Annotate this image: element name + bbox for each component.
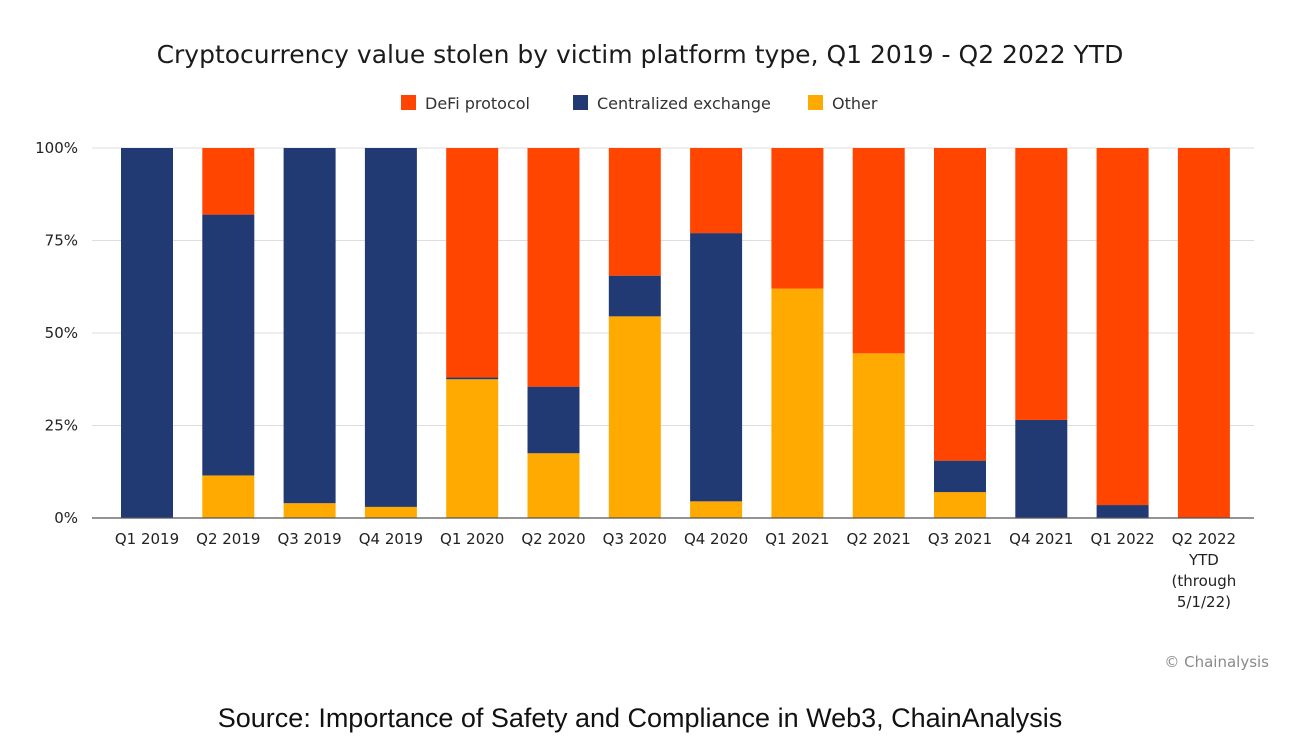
x-tick-label: Q3 2020: [603, 530, 667, 548]
x-tick-label: Q4 2019: [359, 530, 423, 548]
bar-other-9: [852, 353, 905, 518]
gridlines: [92, 147, 1254, 426]
x-tick-label: Q4 2021: [1009, 530, 1073, 548]
x-tick-label: Q2 2021: [847, 530, 911, 548]
bar-defi-protocol-7: [690, 148, 743, 234]
legend-label-centralized-exchange: Centralized exchange: [597, 94, 771, 113]
legend-label-defi-protocol: DeFi protocol: [425, 94, 530, 113]
y-tick-label: 25%: [45, 417, 78, 435]
bar-other-10: [934, 492, 986, 518]
bar-centralized-exchange-10: [934, 460, 986, 493]
x-tick-label: Q1 2020: [440, 530, 504, 548]
y-axis-ticks: 0% 25% 50% 75% 100%: [35, 139, 78, 527]
source-caption: Source: Importance of Safety and Complia…: [218, 703, 1062, 733]
x-tick-label: Q2 2022 YTD (through 5/1/22): [1172, 530, 1237, 611]
legend-swatch-defi-protocol: [401, 95, 416, 110]
x-tick-label: Q3 2019: [277, 530, 341, 548]
legend: DeFi protocol Centralized exchange Other: [401, 94, 878, 113]
bar-defi-protocol-10: [934, 148, 986, 461]
bar-centralized-exchange-3: [364, 148, 417, 507]
bar-centralized-exchange-11: [1015, 419, 1068, 518]
bar-other-6: [608, 316, 661, 518]
bar-defi-protocol-9: [852, 148, 905, 354]
bar-centralized-exchange-6: [608, 275, 661, 317]
bar-other-1: [202, 475, 255, 518]
x-tick-label: Q1 2021: [765, 530, 829, 548]
x-axis-ticks: Q1 2019 Q2 2019 Q3 2019 Q4 2019 Q1 2020 Q2 20…: [115, 530, 1236, 611]
x-tick-label: Q2 2019: [196, 530, 260, 548]
x-tick-label: Q1 2022: [1090, 530, 1154, 548]
bar-centralized-exchange-0: [121, 148, 173, 518]
bar-centralized-exchange-7: [690, 233, 743, 502]
x-tick-label: Q1 2019: [115, 530, 179, 548]
x-tick-label: Q2 2020: [521, 530, 585, 548]
y-tick-label: 0%: [54, 509, 78, 527]
chainalysis-credit: © Chainalysis: [1164, 653, 1269, 671]
legend-swatch-centralized-exchange: [573, 95, 588, 110]
legend-swatch-other: [808, 95, 823, 110]
bar-defi-protocol-8: [771, 148, 824, 289]
y-tick-label: 100%: [35, 139, 78, 157]
bar-centralized-exchange-1: [202, 214, 255, 476]
bar-centralized-exchange-2: [283, 148, 336, 504]
bar-other-4: [446, 379, 499, 518]
legend-label-other: Other: [832, 94, 878, 113]
bar-defi-protocol-6: [608, 148, 661, 276]
bar-defi-protocol-11: [1015, 148, 1068, 420]
bar-other-3: [364, 506, 417, 518]
bar-other-2: [283, 503, 336, 518]
x-tick-label: Q3 2021: [928, 530, 992, 548]
y-tick-label: 75%: [45, 232, 78, 250]
bar-centralized-exchange-4: [446, 377, 499, 380]
bar-defi-protocol-13: [1177, 148, 1230, 518]
bar-centralized-exchange-12: [1096, 505, 1149, 518]
bar-other-5: [527, 453, 580, 518]
bar-defi-protocol-5: [527, 148, 580, 387]
bar-defi-protocol-1: [202, 148, 255, 215]
bar-defi-protocol-12: [1096, 148, 1149, 506]
bar-centralized-exchange-5: [527, 386, 580, 454]
y-tick-label: 50%: [45, 324, 78, 342]
x-tick-label: Q4 2020: [684, 530, 748, 548]
bar-other-8: [771, 288, 824, 518]
chart-title: Cryptocurrency value stolen by victim pl…: [157, 40, 1124, 69]
bar-defi-protocol-4: [446, 148, 499, 378]
bars: [121, 148, 1230, 518]
bar-other-7: [690, 501, 743, 518]
